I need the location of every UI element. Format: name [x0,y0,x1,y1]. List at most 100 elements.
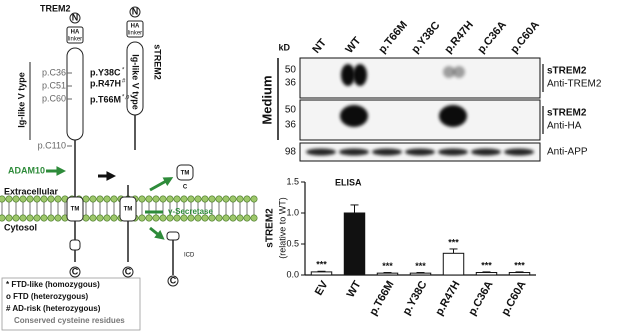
lipid-head [26,195,34,203]
lipid-head [159,214,167,222]
y-tick-label: 1.0 [286,207,299,217]
lipid-head [173,195,181,203]
lipid-head [243,214,251,222]
lipid-head [33,214,41,222]
lipid-head [138,214,146,222]
chart-title: ELISA [335,177,362,187]
lipid-head [82,195,90,203]
legend-item: # AD-risk (heterozygous) [6,304,101,313]
tm-label: TM [124,207,133,213]
significance: *** [415,261,426,271]
label: Medium [259,75,274,124]
icd [166,231,180,241]
lipid-head [0,214,6,222]
lipid-head [5,214,13,222]
lipid-head [187,214,195,222]
lipid-head [145,214,153,222]
lane-label: p.C60A [508,19,542,56]
band [306,148,336,156]
target-label: sTREM2 [547,108,587,119]
bar [442,252,465,276]
lipid-head [180,195,188,203]
lipid-head [194,195,202,203]
n-term [129,6,141,18]
lipid-head [54,195,62,203]
lipid-head [47,195,55,203]
n-term [69,12,81,24]
band [405,148,435,156]
ig-domain [66,47,84,141]
label: ICD [184,253,195,259]
lipid-head [138,195,146,203]
lane-label: p.Y38C [409,19,442,55]
tm [66,196,84,222]
lipid-head [166,195,174,203]
significance: *** [448,237,459,247]
band [504,148,534,156]
label: HA [131,24,140,30]
ha-tag [126,20,144,38]
lipid-head [229,214,237,222]
lipid-head [89,195,97,203]
antibody-label: Anti-HA [547,121,582,132]
bar [376,272,399,276]
lipid-head [5,195,13,203]
band [471,148,501,156]
y-tick-label: 1.5 [286,176,299,186]
bar [343,212,366,276]
lipid-head [187,195,195,203]
significance: *** [514,260,525,270]
lipid-head [194,214,202,222]
x-tick-label: WT [345,279,364,300]
kd-marker: 50 [285,105,297,116]
legend-item: Conserved cysteine residues [14,316,125,325]
x-tick-label: p.T66M [367,279,396,318]
lipid-head [243,195,251,203]
chart: ELISA sTREM2 (relative to WT) 0.0 0.5 1.0 1… [265,176,536,318]
lipid-head [19,195,27,203]
significance: *** [382,261,393,271]
legend-item: o FTD (heterozygous) [6,292,89,301]
arrow-head [56,166,66,176]
label: N [72,12,79,22]
lipid-head [152,214,160,222]
c-term [122,266,134,278]
band [341,64,355,86]
label: linker [68,37,82,43]
lipid-head [201,195,209,203]
y-tick-label: 0.0 [286,269,299,279]
x-tick-label: p.R47H [433,279,462,318]
label: # [122,79,126,85]
label: C [72,266,79,276]
western-blot: kD Medium NT WT p.T66M p.Y38C p.R47H p.C36A p.… [259,19,602,162]
c-term [69,266,81,278]
tm-label: TM [181,171,190,177]
band [372,148,402,156]
lipid-head [201,214,209,222]
lipid-head [33,195,41,203]
lipid-head [103,195,111,203]
label: N [132,6,139,16]
band [353,64,367,86]
lipid-head [12,195,20,203]
ha-tag [66,26,84,44]
band [453,66,465,78]
target-label: sTREM2 [547,66,587,77]
x-tick-label: p.C36A [466,279,495,318]
label: p.C60 [42,93,66,103]
lipid-head [236,195,244,203]
lipid-head [152,195,160,203]
lipid-head [250,195,258,203]
blot-panel [299,99,541,141]
lipid-head [103,214,111,222]
lipid-head [229,195,237,203]
lipid-head [82,214,90,222]
label: Ig-like V type [16,72,26,128]
label: *,o [122,95,130,101]
kd-marker: 50 [285,65,297,76]
label: Cytosol [4,222,37,232]
kd-marker: 98 [285,147,297,158]
arrow-head [154,230,165,240]
label: p.C51 [42,80,66,90]
lipid-head [145,195,153,203]
